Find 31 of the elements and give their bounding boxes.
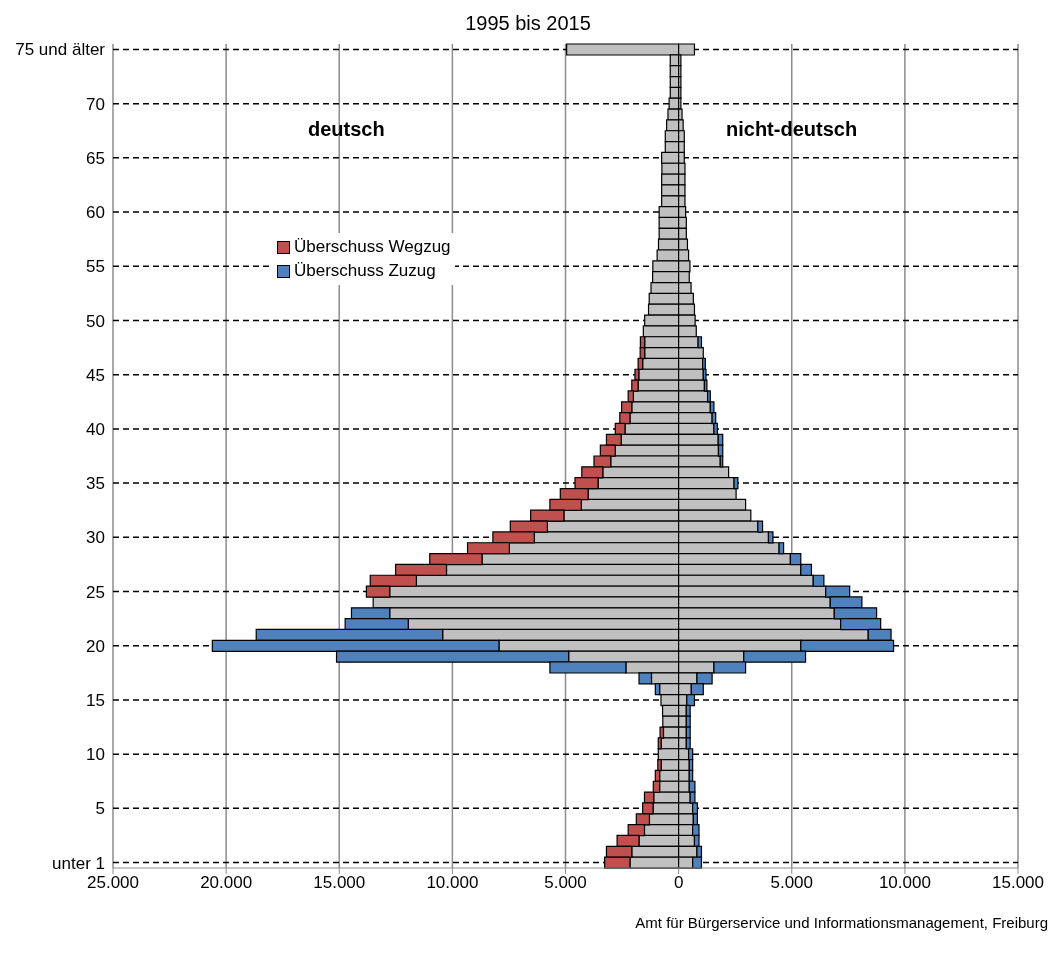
x-tick-label: 15.000 bbox=[992, 873, 1044, 893]
y-tick-label: unter 1 bbox=[52, 853, 105, 873]
y-tick-label: 20 bbox=[86, 636, 105, 656]
y-tick-label: 25 bbox=[86, 582, 105, 602]
y-tick-label: 50 bbox=[86, 311, 105, 331]
y-tick-label: 10 bbox=[86, 745, 105, 765]
x-tick-label: 10.000 bbox=[878, 873, 931, 893]
annotation: nicht-deutsch bbox=[726, 118, 858, 141]
y-tick-label: 40 bbox=[86, 419, 105, 439]
x-tick-label: 5.000 bbox=[544, 873, 587, 893]
x-tick-label: 20.000 bbox=[200, 873, 253, 893]
y-tick-label: 75 und älter bbox=[15, 40, 106, 60]
y-tick-label: 30 bbox=[86, 528, 105, 548]
annotation: deutsch bbox=[308, 118, 385, 141]
x-tick-label: 5.000 bbox=[770, 873, 814, 893]
y-tick-label: 70 bbox=[86, 94, 105, 114]
y-tick-label: 55 bbox=[86, 257, 105, 277]
legend-label: Überschuss Zuzug bbox=[294, 260, 436, 282]
y-tick-label: 65 bbox=[86, 148, 105, 168]
text: Amt für Bürgerservice und Informationsmanagement, Freiburg bbox=[635, 914, 1048, 931]
y-tick-label: 5 bbox=[95, 799, 105, 819]
x-tick-label: 15.000 bbox=[313, 873, 366, 893]
x-tick-label: 25.000 bbox=[87, 873, 139, 893]
y-tick-label: 45 bbox=[86, 365, 105, 385]
y-tick-label: 35 bbox=[86, 474, 105, 494]
legend-label: Überschuss Wegzug bbox=[294, 236, 451, 258]
x-tick-label: 0 bbox=[673, 873, 684, 893]
y-tick-label: 15 bbox=[86, 690, 105, 710]
y-tick-label: 60 bbox=[86, 203, 105, 223]
chart-title: 1995 bis 2015 bbox=[464, 12, 592, 35]
x-tick-label: 10.000 bbox=[426, 873, 479, 893]
